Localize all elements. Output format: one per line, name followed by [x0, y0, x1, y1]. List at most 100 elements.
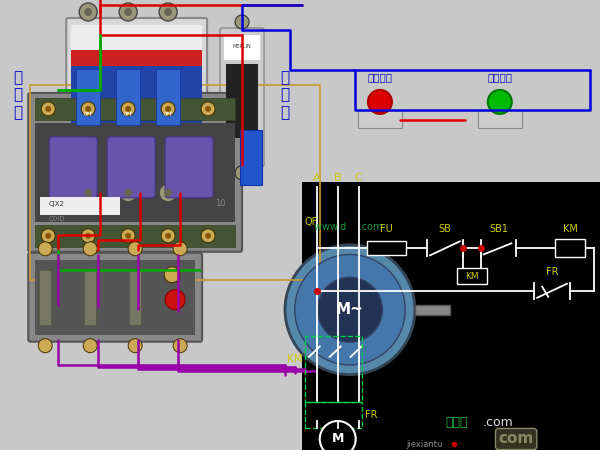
Text: 10: 10	[215, 199, 226, 208]
Bar	[35, 225, 235, 247]
Circle shape	[285, 245, 415, 375]
Circle shape	[124, 189, 132, 197]
Bar	[358, 110, 402, 128]
Bar	[478, 110, 522, 128]
Circle shape	[45, 106, 51, 112]
Circle shape	[121, 102, 135, 116]
Text: www.d    .com: www.d .com	[314, 222, 382, 232]
Circle shape	[83, 242, 97, 256]
Bar	[226, 64, 258, 138]
Text: B: B	[334, 173, 341, 183]
Bar	[84, 270, 96, 325]
Bar	[240, 130, 262, 185]
Circle shape	[119, 3, 137, 21]
Text: jiexiantu: jiexiantu	[406, 440, 443, 449]
Circle shape	[121, 229, 135, 243]
Text: MERLIN: MERLIN	[233, 44, 251, 49]
Circle shape	[368, 90, 392, 114]
FancyBboxPatch shape	[107, 137, 155, 198]
Circle shape	[164, 8, 172, 16]
Text: C: C	[355, 173, 362, 183]
Circle shape	[164, 267, 180, 283]
Bar	[555, 239, 585, 257]
Circle shape	[173, 242, 187, 256]
Circle shape	[125, 106, 131, 112]
Bar	[39, 270, 51, 325]
Text: KM: KM	[465, 272, 479, 281]
Circle shape	[201, 229, 215, 243]
Text: .com: .com	[483, 416, 514, 429]
FancyBboxPatch shape	[49, 137, 97, 198]
Text: OFF: OFF	[123, 112, 133, 117]
Circle shape	[83, 339, 97, 353]
Circle shape	[128, 339, 142, 353]
Text: SB: SB	[439, 225, 451, 234]
Text: M: M	[332, 432, 344, 446]
Circle shape	[320, 421, 356, 450]
Circle shape	[84, 8, 92, 16]
Bar	[156, 69, 180, 126]
Circle shape	[165, 290, 185, 310]
Text: A: A	[313, 173, 320, 183]
Circle shape	[488, 90, 512, 114]
Circle shape	[159, 3, 177, 21]
Circle shape	[125, 233, 131, 239]
Text: com: com	[499, 432, 534, 446]
Bar	[129, 270, 141, 325]
Circle shape	[128, 242, 142, 256]
Circle shape	[201, 102, 215, 116]
Text: C0ID: C0ID	[48, 216, 65, 222]
Bar	[76, 69, 100, 126]
Text: OFF: OFF	[163, 112, 173, 117]
Circle shape	[161, 229, 175, 243]
Bar	[305, 336, 362, 402]
Circle shape	[38, 242, 52, 256]
Text: QF: QF	[305, 217, 318, 227]
Circle shape	[38, 339, 52, 353]
Circle shape	[165, 233, 171, 239]
Circle shape	[41, 229, 55, 243]
Circle shape	[84, 189, 92, 197]
Circle shape	[41, 102, 55, 116]
Text: FU: FU	[380, 225, 393, 234]
Bar	[415, 305, 450, 315]
Bar	[302, 182, 600, 450]
Circle shape	[173, 339, 187, 353]
Bar	[40, 197, 120, 215]
Text: KM: KM	[287, 354, 303, 364]
Circle shape	[235, 15, 249, 29]
Bar	[35, 123, 235, 222]
Text: 断
路
器: 断 路 器	[14, 70, 23, 120]
Text: OFF: OFF	[83, 112, 93, 117]
Text: 接线图: 接线图	[445, 416, 467, 429]
Circle shape	[159, 184, 177, 202]
Text: KM: KM	[563, 225, 577, 234]
Circle shape	[165, 106, 171, 112]
FancyBboxPatch shape	[28, 93, 242, 252]
Bar	[30, 85, 320, 280]
Text: SB1: SB1	[489, 225, 508, 234]
Circle shape	[85, 106, 91, 112]
Circle shape	[295, 255, 405, 365]
Bar	[71, 50, 202, 66]
Circle shape	[161, 102, 175, 116]
Circle shape	[124, 8, 132, 16]
Bar	[367, 241, 406, 255]
Bar	[116, 69, 140, 126]
Circle shape	[164, 189, 172, 197]
Bar	[71, 25, 202, 50]
Circle shape	[119, 184, 137, 202]
FancyBboxPatch shape	[28, 253, 202, 342]
Text: 停止按钒: 停止按钒	[367, 72, 392, 82]
Bar	[71, 66, 202, 127]
Circle shape	[85, 233, 91, 239]
Circle shape	[81, 102, 95, 116]
FancyBboxPatch shape	[66, 18, 207, 187]
Bar	[305, 402, 362, 428]
Text: 断
路
器: 断 路 器	[280, 70, 289, 120]
Circle shape	[79, 3, 97, 21]
Circle shape	[79, 184, 97, 202]
Text: CJX2: CJX2	[48, 201, 64, 207]
FancyBboxPatch shape	[165, 137, 213, 198]
Bar	[35, 260, 195, 335]
